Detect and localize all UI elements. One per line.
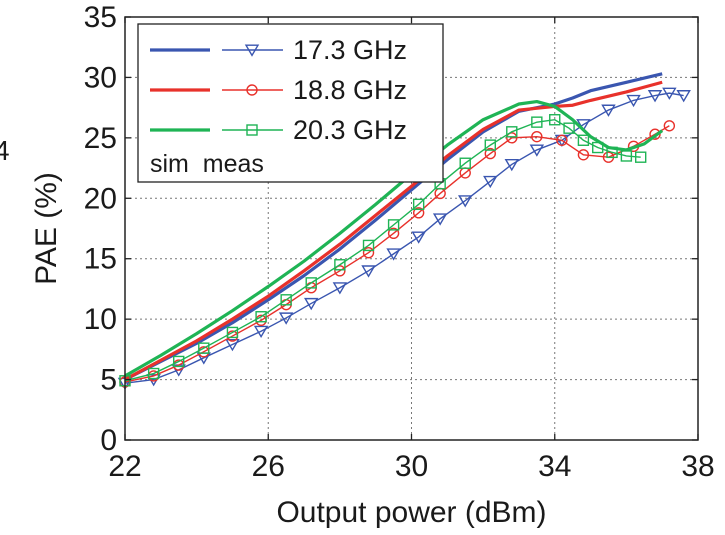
meas-point-20-3-ghz [484,139,496,151]
legend-meas-marker [244,44,260,57]
y-tick-label: 30 [84,61,117,94]
meas-point-18-8-ghz [577,149,590,161]
meas-point-17-3-ghz [386,248,401,261]
meas-point-18-8-ghz [334,265,346,277]
meas-point-20-3-ghz [606,146,618,159]
legend-entry-17-3-ghz: 17.3 GHz [150,35,407,65]
meas-point-20-3-ghz [620,150,633,162]
meas-point-20-3-ghz [577,134,590,146]
legend-entry-20-3-ghz: 20.3 GHz [150,115,407,145]
y-tick-label: 35 [84,1,117,34]
x-tick-label: 34 [538,450,571,483]
legend-label: 20.3 GHz [293,115,407,145]
meas-point-18-8-ghz [387,227,400,240]
meas-point-20-3-ghz [506,126,518,138]
meas-point-20-3-ghz [592,141,604,154]
legend-label: 17.3 GHz [293,35,407,65]
meas-point-17-3-ghz [601,104,616,117]
meas-point-17-3-ghz [361,265,376,278]
sim-line-18-8-ghz [124,80,663,381]
y-tick-label: 20 [84,182,117,215]
meas-point-18-8-ghz [663,120,676,132]
meas-point-20-3-ghz [280,294,292,306]
x-axis-label: Output power (dBm) [276,496,546,529]
meas-point-20-3-ghz [387,219,400,231]
series-layer [117,72,691,390]
meas-point-18-8-ghz [649,128,661,140]
meas-point-20-3-ghz [255,311,267,323]
meas-point-20-3-ghz [334,259,346,271]
meas-point-17-3-ghz [676,90,691,103]
y-tick-label: 5 [100,364,117,397]
axis-ticks: 22 26 30 34 38 0 5 10 15 20 25 30 35 [84,1,715,483]
legend-meas-marker [246,84,258,96]
meas-point-17-3-ghz [304,297,319,311]
meas-point-20-3-ghz [305,277,317,289]
meas-point-17-3-ghz [647,90,663,103]
y-tick-label: 15 [84,243,117,276]
legend: 17.3 GHz 18.8 GHz 20.3 GHz sim meas [137,23,444,183]
meas-point-20-3-ghz [412,198,425,211]
meas-point-17-3-ghz [432,213,448,226]
meas-point-18-8-ghz [412,207,425,219]
legend-footer: sim meas [150,150,264,178]
x-tick-label: 26 [252,450,285,483]
y-tick-label: 10 [84,303,117,336]
meas-point-17-3-ghz [225,339,240,352]
legend-meas-marker [246,124,258,136]
meas-point-17-3-ghz [457,195,473,208]
meas-point-20-3-ghz [635,151,647,163]
meas-point-20-3-ghz [563,122,575,134]
meas-point-20-3-ghz [459,157,471,169]
meas-point-18-8-ghz [362,246,375,259]
edge-label: 4 [0,135,10,166]
meas-point-18-8-ghz [506,132,518,144]
x-tick-label: 38 [681,450,714,483]
meas-point-20-3-ghz [531,116,543,128]
series-18-8-ghz [119,80,676,388]
meas-point-17-3-ghz [411,231,426,244]
y-axis-label: PAE (%) [30,172,63,285]
sim-line-20-3-ghz [124,99,664,378]
meas-point-20-3-ghz [549,114,561,126]
meas-point-20-3-ghz [198,342,210,354]
x-tick-label: 22 [108,450,141,483]
meas-point-20-3-ghz [173,355,185,368]
meas-point-18-8-ghz [484,147,496,160]
y-tick-label: 0 [100,424,117,457]
meas-point-17-3-ghz [662,87,677,100]
meas-point-17-3-ghz [278,312,294,325]
meas-point-17-3-ghz [332,282,348,295]
legend-label: 18.8 GHz [293,75,407,105]
meas-point-17-3-ghz [253,325,269,339]
meas-point-20-3-ghz [147,367,160,380]
sim-line-17-3-ghz [124,72,663,381]
meas-point-17-3-ghz [529,144,545,157]
legend-entry-18-8-ghz: 18.8 GHz [150,75,407,105]
meas-point-18-8-ghz [531,130,543,143]
meas-point-17-3-ghz [626,94,641,108]
meas-line-18-8-ghz [124,125,670,383]
y-tick-label: 25 [84,122,117,155]
meas-point-17-3-ghz [483,175,498,189]
meas-point-20-3-ghz [226,326,239,339]
x-tick-label: 30 [395,450,428,483]
meas-point-20-3-ghz [362,239,375,252]
meas-point-18-8-ghz [556,134,568,146]
meas-point-17-3-ghz [504,158,519,172]
